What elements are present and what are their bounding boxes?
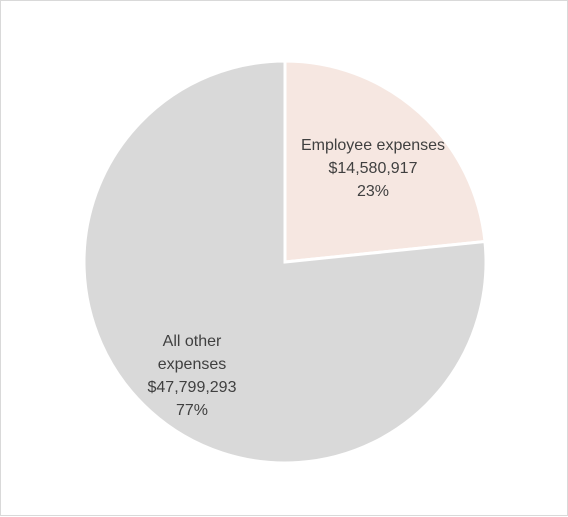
slice-label-all-other-expenses: All other expenses $47,799,293 77%: [148, 333, 237, 419]
slice-label-line: All other: [163, 333, 222, 350]
pie-slice-employee-expenses: [283, 59, 487, 264]
slice-label-line: expenses: [158, 356, 227, 373]
pie-slices: [82, 59, 488, 465]
slice-label-employee-expenses: Employee expenses $14,580,917 23%: [301, 137, 445, 200]
slice-percent-label: 77%: [176, 402, 208, 419]
slice-percent-label: 23%: [357, 183, 389, 200]
slice-label-line: Employee expenses: [301, 137, 445, 154]
pie-slice-all-other-expenses: [82, 59, 488, 465]
slice-value-label: $47,799,293: [148, 379, 237, 396]
slice-value-label: $14,580,917: [329, 160, 418, 177]
